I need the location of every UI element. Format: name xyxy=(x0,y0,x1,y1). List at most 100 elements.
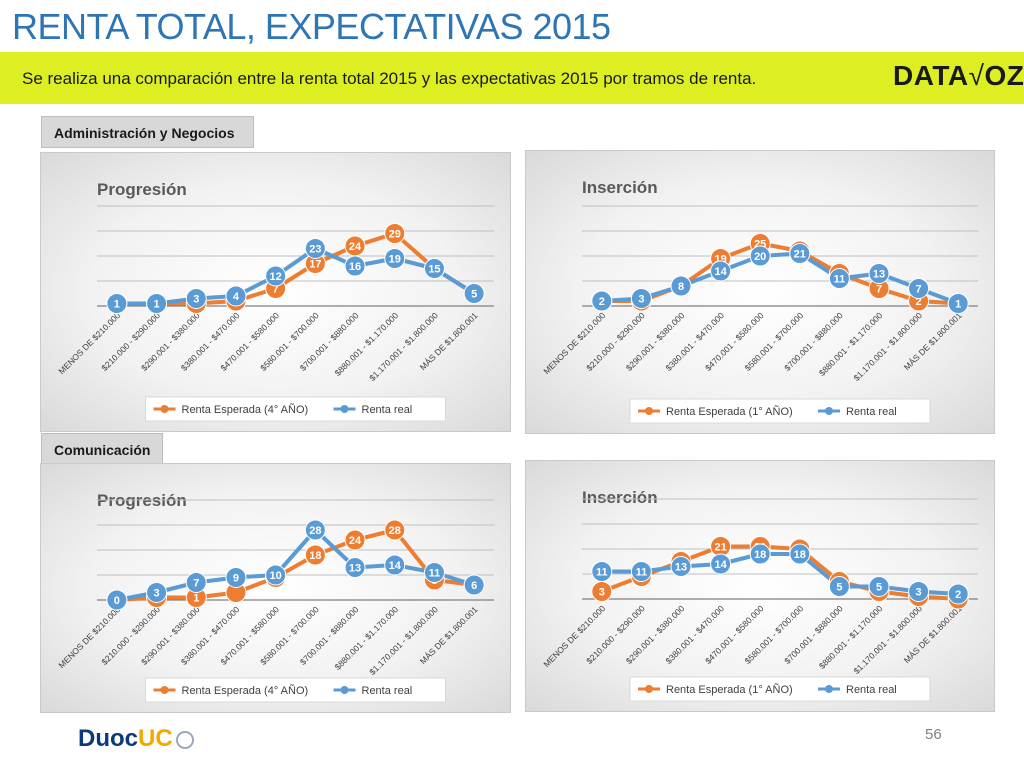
section-tab-admin: Administración y Negocios xyxy=(41,116,254,148)
data-point xyxy=(749,543,771,565)
data-point xyxy=(828,576,850,597)
data-point xyxy=(591,561,613,582)
logo-main: Duoc xyxy=(78,725,138,752)
section-tab-comunicacion: Comunicación xyxy=(41,433,163,465)
data-label: 7 xyxy=(916,284,922,296)
data-label: 20 xyxy=(754,251,766,263)
chart-title: Inserción xyxy=(582,488,658,507)
data-point xyxy=(344,529,366,551)
legend-marker xyxy=(825,407,833,415)
data-label: 13 xyxy=(675,562,687,574)
series-line xyxy=(601,251,959,306)
data-label: 5 xyxy=(836,582,842,594)
legend-label: Renta Esperada (4° AÑO) xyxy=(182,403,309,416)
data-label: 0 xyxy=(114,595,120,607)
legend-label: Renta real xyxy=(846,684,897,696)
chart-admin-progresion: Progresión MENOS DE $210.000 $210.000 - $2… xyxy=(40,152,511,432)
page-title: RENTA TOTAL, EXPECTATIVAS 2015 xyxy=(12,6,611,47)
data-point xyxy=(384,248,406,269)
data-point xyxy=(304,544,326,566)
data-label: 1 xyxy=(193,593,199,605)
data-label: 13 xyxy=(349,563,361,575)
data-label: 7 xyxy=(876,284,882,296)
legend-label: Renta Esperada (4° AÑO) xyxy=(182,684,309,697)
data-point xyxy=(710,260,732,282)
data-label: 18 xyxy=(794,549,806,561)
brand-logo: DATA√OZ xyxy=(893,60,1024,92)
data-label: 9 xyxy=(233,573,239,585)
data-point xyxy=(146,293,168,314)
legend-marker xyxy=(340,405,349,413)
legend-label: Renta real xyxy=(846,406,897,418)
data-point xyxy=(947,583,969,605)
data-label: 24 xyxy=(349,535,362,547)
data-label: 19 xyxy=(389,254,401,266)
data-point xyxy=(630,288,652,309)
chart-title: Inserción xyxy=(582,178,658,197)
legend-box xyxy=(145,396,446,422)
data-label: 3 xyxy=(599,587,605,599)
legend-label: Renta real xyxy=(362,685,413,697)
legend-label: Renta Esperada (1° AÑO) xyxy=(666,683,793,696)
brand-suffix: OZ xyxy=(984,60,1024,91)
data-point xyxy=(423,562,445,583)
data-point xyxy=(749,245,771,267)
legend-marker xyxy=(160,686,169,694)
data-point xyxy=(463,574,485,596)
legend-label: Renta Esperada (1° AÑO) xyxy=(666,405,793,418)
data-label: 21 xyxy=(794,249,806,261)
legend-marker xyxy=(825,685,833,693)
data-label: 8 xyxy=(678,281,684,293)
data-point xyxy=(710,553,732,575)
series-line xyxy=(601,552,959,596)
data-label: 23 xyxy=(309,244,321,256)
legend-marker xyxy=(645,685,653,693)
data-label: 11 xyxy=(596,567,608,579)
data-label: 1 xyxy=(114,299,120,311)
data-label: 29 xyxy=(389,229,401,241)
data-label: 1 xyxy=(153,299,159,311)
data-point xyxy=(463,283,485,304)
series-line xyxy=(116,231,476,306)
data-point xyxy=(670,556,692,577)
data-label: 15 xyxy=(428,264,440,276)
data-label: 4 xyxy=(233,291,240,303)
data-label: 11 xyxy=(834,274,846,286)
legend-box xyxy=(145,677,446,703)
data-point xyxy=(225,567,247,588)
data-label: 3 xyxy=(638,294,644,306)
data-point xyxy=(384,554,406,576)
data-point xyxy=(908,278,930,299)
series-line xyxy=(116,528,475,602)
data-point xyxy=(908,581,930,602)
data-label: 2 xyxy=(955,589,961,601)
chart-admin-insercion: Inserción MENOS DE $210.000 $210.000 - $29… xyxy=(525,150,995,434)
data-point xyxy=(384,519,406,541)
logo-accent: UC xyxy=(138,725,173,752)
data-label: 14 xyxy=(714,559,727,571)
seal-icon xyxy=(175,730,194,749)
chart-comunicacion-progresion: Progresión MENOS DE $210.000 $210.000 - $2… xyxy=(40,463,511,713)
data-label: 3 xyxy=(153,588,159,600)
data-label: 14 xyxy=(389,560,402,572)
data-label: 11 xyxy=(636,567,648,579)
data-label: 5 xyxy=(876,582,882,594)
data-label: 28 xyxy=(389,525,401,537)
legend-marker xyxy=(645,407,653,415)
data-point xyxy=(423,258,445,279)
data-label: 28 xyxy=(309,525,321,537)
data-label: 21 xyxy=(714,542,726,554)
duoc-logo: DuocUC xyxy=(78,725,194,753)
data-label: 18 xyxy=(309,550,321,562)
legend-box xyxy=(629,676,931,702)
data-label: 7 xyxy=(193,578,199,590)
data-point xyxy=(789,243,811,264)
data-point xyxy=(344,557,366,578)
data-point xyxy=(146,582,168,603)
series-line xyxy=(116,528,475,602)
data-point xyxy=(225,285,247,307)
x-tick-label: $1.170.001 - $1.800.000 xyxy=(367,310,440,383)
data-label: 18 xyxy=(754,549,766,561)
